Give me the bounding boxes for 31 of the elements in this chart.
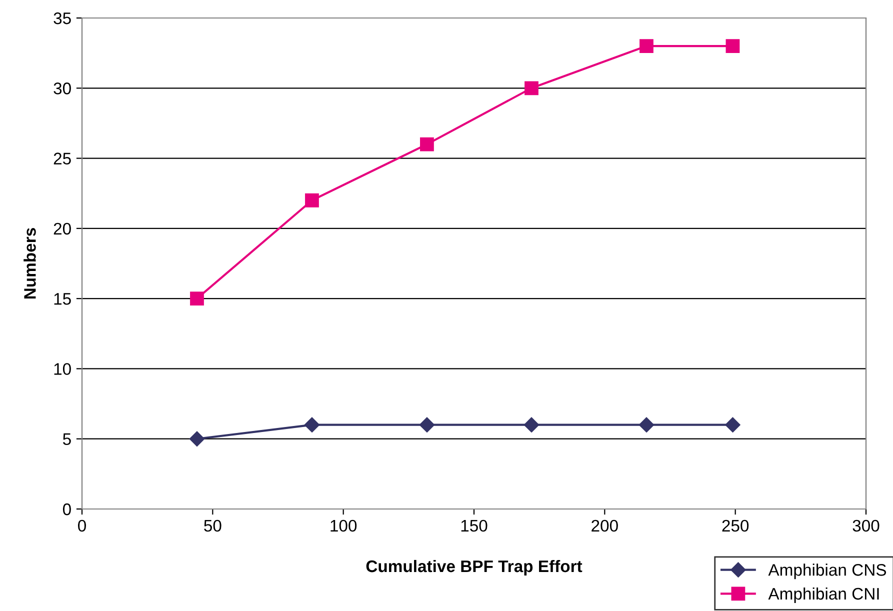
x-tick-label: 250 [722, 520, 749, 532]
y-tick-label: 25 [54, 152, 71, 164]
point [190, 292, 204, 306]
x-axis-title: Cumulative BPF Trap Effort [366, 560, 582, 576]
x-tick-label: 300 [852, 520, 880, 532]
point [305, 193, 319, 208]
point [189, 431, 205, 446]
y-tick-label: 35 [54, 12, 71, 24]
point [524, 81, 538, 96]
y-tick-label: 0 [62, 503, 71, 516]
legend-label: Amphibian CNI [768, 587, 879, 603]
point [304, 417, 320, 432]
legend-label: Amphibian CNS [768, 564, 886, 580]
point [524, 417, 540, 432]
point [638, 417, 654, 432]
y-tick-label: 20 [54, 222, 71, 235]
y-tick-label: 15 [54, 293, 71, 305]
point [725, 417, 740, 432]
x-tick-label: 150 [461, 520, 488, 532]
point [726, 39, 740, 53]
y-tick-label: 30 [54, 82, 71, 94]
y-axis-title: Numbers [24, 228, 36, 299]
x-tick-label: 200 [592, 520, 618, 532]
point [419, 417, 435, 432]
x-tick-label: 0 [78, 520, 86, 532]
y-tick-label: 10 [54, 363, 71, 375]
point [420, 137, 434, 152]
x-tick-label: 100 [330, 520, 357, 532]
point [640, 39, 654, 53]
y-tick-label: 5 [62, 433, 71, 446]
x-tick-label: 50 [204, 520, 222, 532]
